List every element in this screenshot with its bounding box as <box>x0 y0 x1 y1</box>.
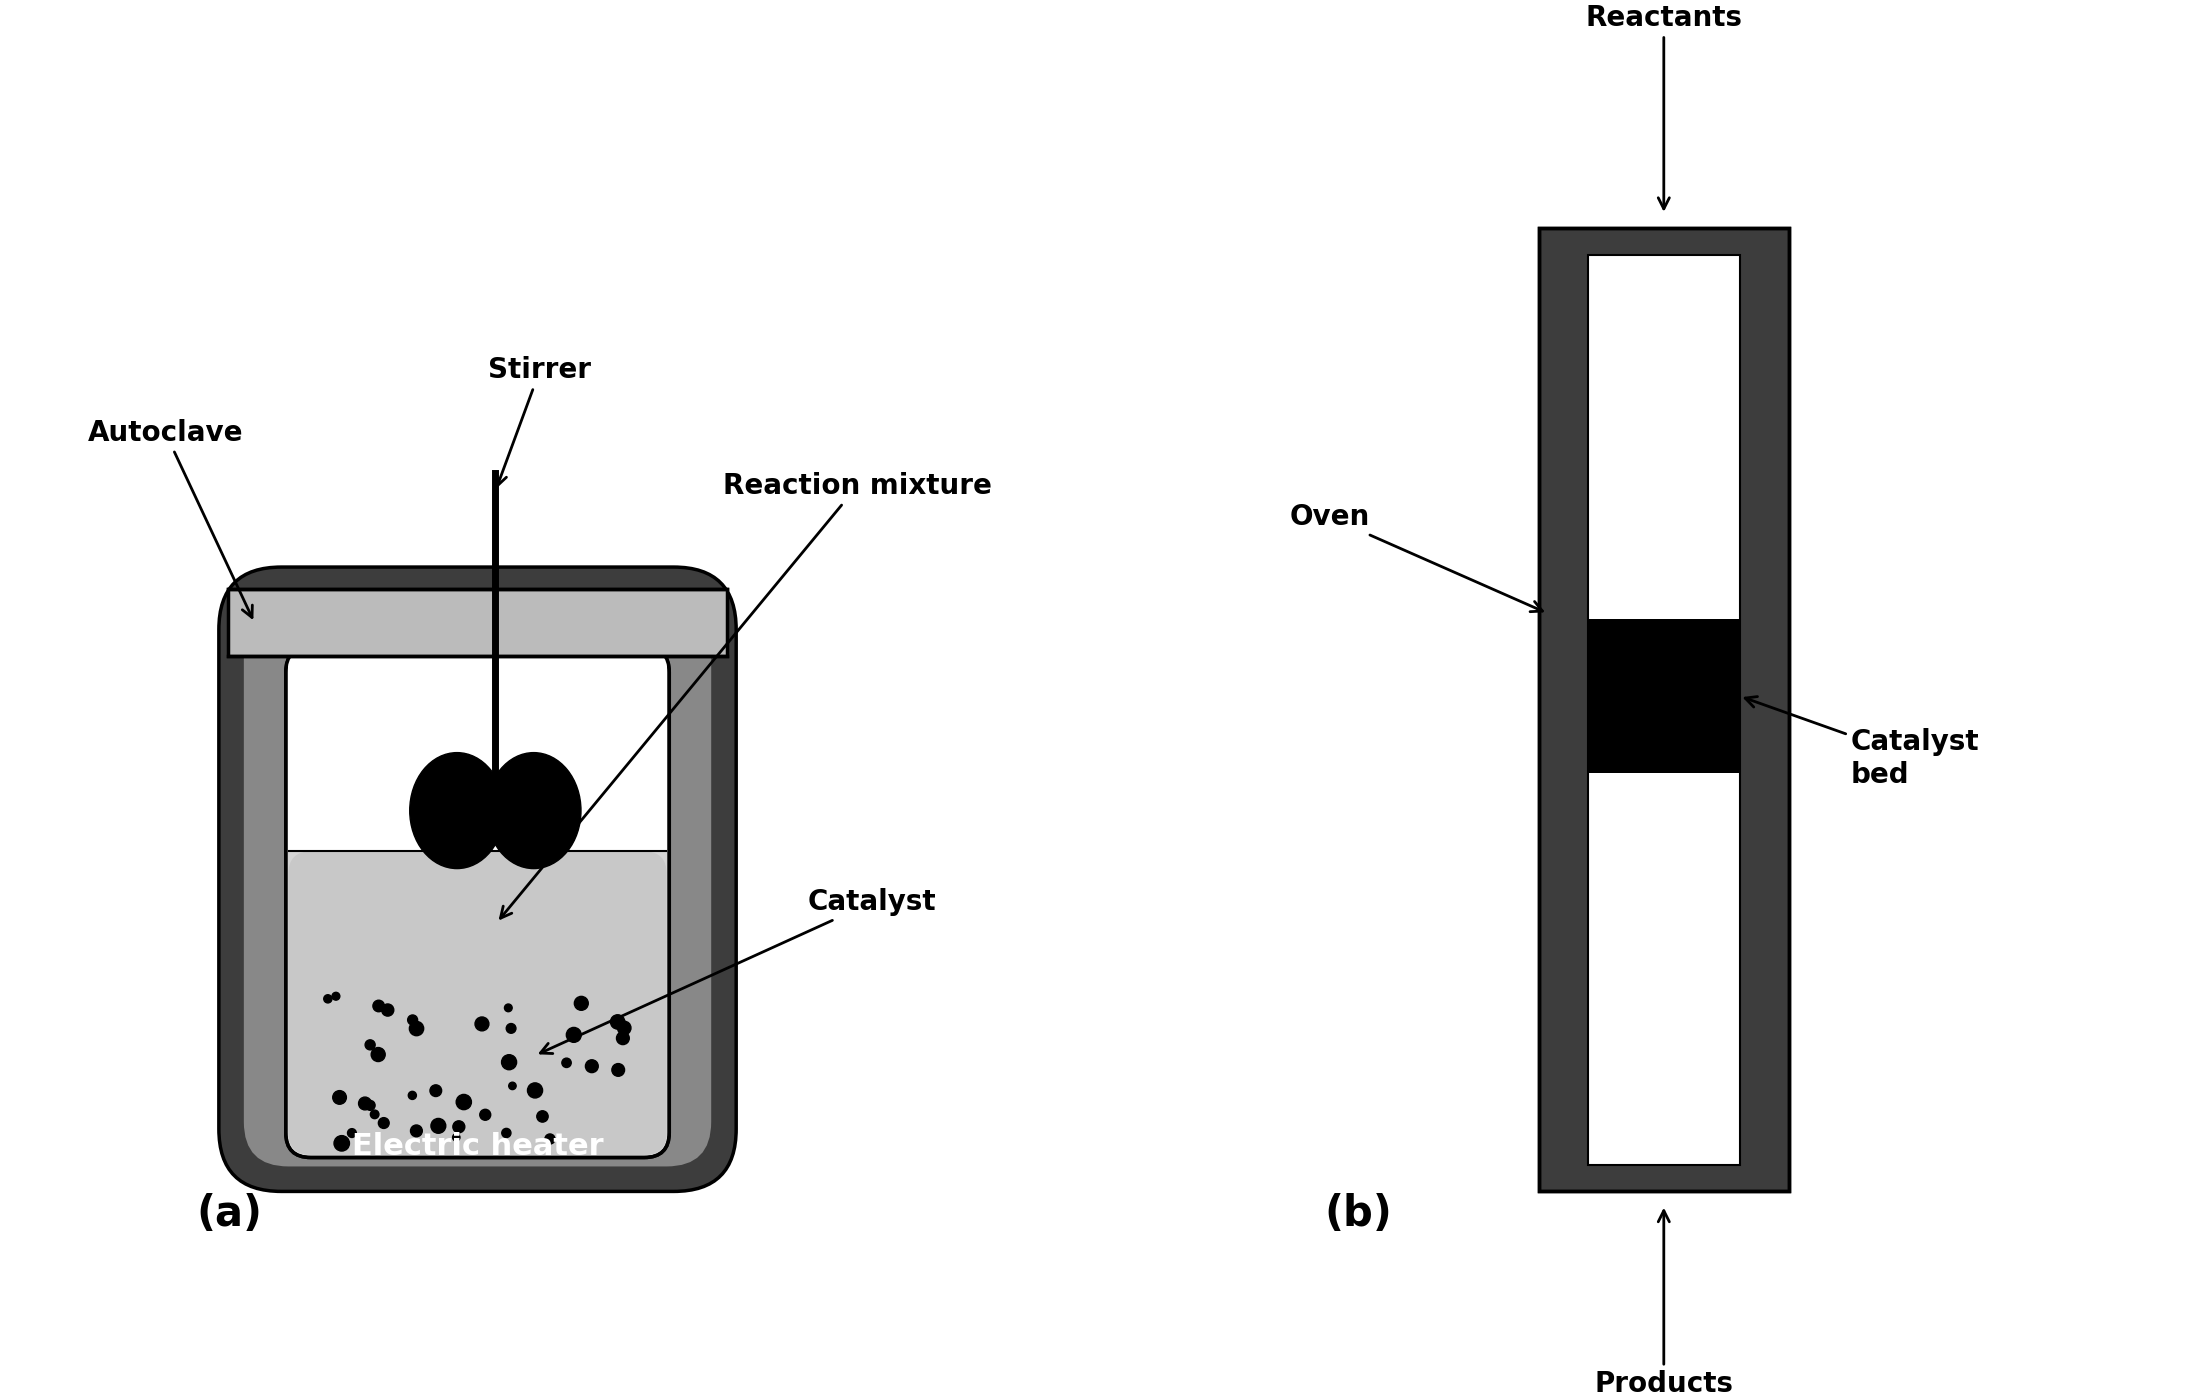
Circle shape <box>476 1017 489 1031</box>
Circle shape <box>505 1004 511 1011</box>
Circle shape <box>335 1136 350 1151</box>
Text: Autoclave: Autoclave <box>88 418 251 618</box>
Circle shape <box>410 1021 423 1035</box>
Bar <box>1589 619 1739 773</box>
Circle shape <box>575 996 588 1010</box>
Text: Reaction mixture: Reaction mixture <box>500 472 992 918</box>
Circle shape <box>372 1000 383 1011</box>
Text: Electric heater: Electric heater <box>353 1133 604 1161</box>
Circle shape <box>370 1110 379 1119</box>
Circle shape <box>527 1083 542 1098</box>
Circle shape <box>408 1091 417 1099</box>
FancyBboxPatch shape <box>287 647 670 1158</box>
Bar <box>227 589 727 656</box>
Ellipse shape <box>410 753 505 869</box>
FancyBboxPatch shape <box>245 591 712 1166</box>
Circle shape <box>366 1101 375 1110</box>
Text: Oven: Oven <box>1289 504 1543 611</box>
Text: Products: Products <box>1593 1211 1732 1395</box>
Bar <box>1538 229 1790 1191</box>
Circle shape <box>430 1085 441 1096</box>
Circle shape <box>324 995 333 1003</box>
Circle shape <box>379 1117 390 1129</box>
Ellipse shape <box>487 753 582 869</box>
Circle shape <box>586 1060 597 1073</box>
Text: Catalyst: Catalyst <box>540 889 937 1053</box>
Text: (a): (a) <box>196 1193 262 1235</box>
FancyBboxPatch shape <box>218 566 736 1191</box>
Circle shape <box>408 1016 417 1025</box>
Bar <box>1589 255 1739 1165</box>
Circle shape <box>562 1059 571 1067</box>
Circle shape <box>410 1124 423 1137</box>
Circle shape <box>613 1063 624 1077</box>
Circle shape <box>366 1039 375 1050</box>
Circle shape <box>333 1091 346 1105</box>
Circle shape <box>370 1048 386 1062</box>
Circle shape <box>507 1024 516 1034</box>
Circle shape <box>333 992 339 1000</box>
Circle shape <box>452 1134 461 1141</box>
Circle shape <box>480 1109 491 1120</box>
Text: Reactants: Reactants <box>1585 4 1743 209</box>
Circle shape <box>509 1083 516 1089</box>
Circle shape <box>359 1096 372 1110</box>
Text: (b): (b) <box>1325 1193 1393 1235</box>
Circle shape <box>538 1110 549 1122</box>
Circle shape <box>456 1095 472 1109</box>
Circle shape <box>544 1134 555 1144</box>
Circle shape <box>617 1021 630 1035</box>
Circle shape <box>617 1032 630 1045</box>
Bar <box>1589 255 1739 619</box>
Bar <box>1538 229 1790 1191</box>
Bar <box>289 650 666 851</box>
Circle shape <box>611 1014 624 1030</box>
Text: Stirrer: Stirrer <box>489 356 591 485</box>
FancyBboxPatch shape <box>289 851 666 1155</box>
Circle shape <box>381 1004 395 1016</box>
Circle shape <box>452 1120 465 1133</box>
Circle shape <box>348 1129 357 1137</box>
Circle shape <box>503 1129 511 1137</box>
Circle shape <box>432 1119 445 1133</box>
Bar <box>1589 773 1739 1165</box>
Circle shape <box>503 1055 516 1070</box>
Text: Catalyst
bed: Catalyst bed <box>1746 696 1979 788</box>
Circle shape <box>566 1028 582 1042</box>
